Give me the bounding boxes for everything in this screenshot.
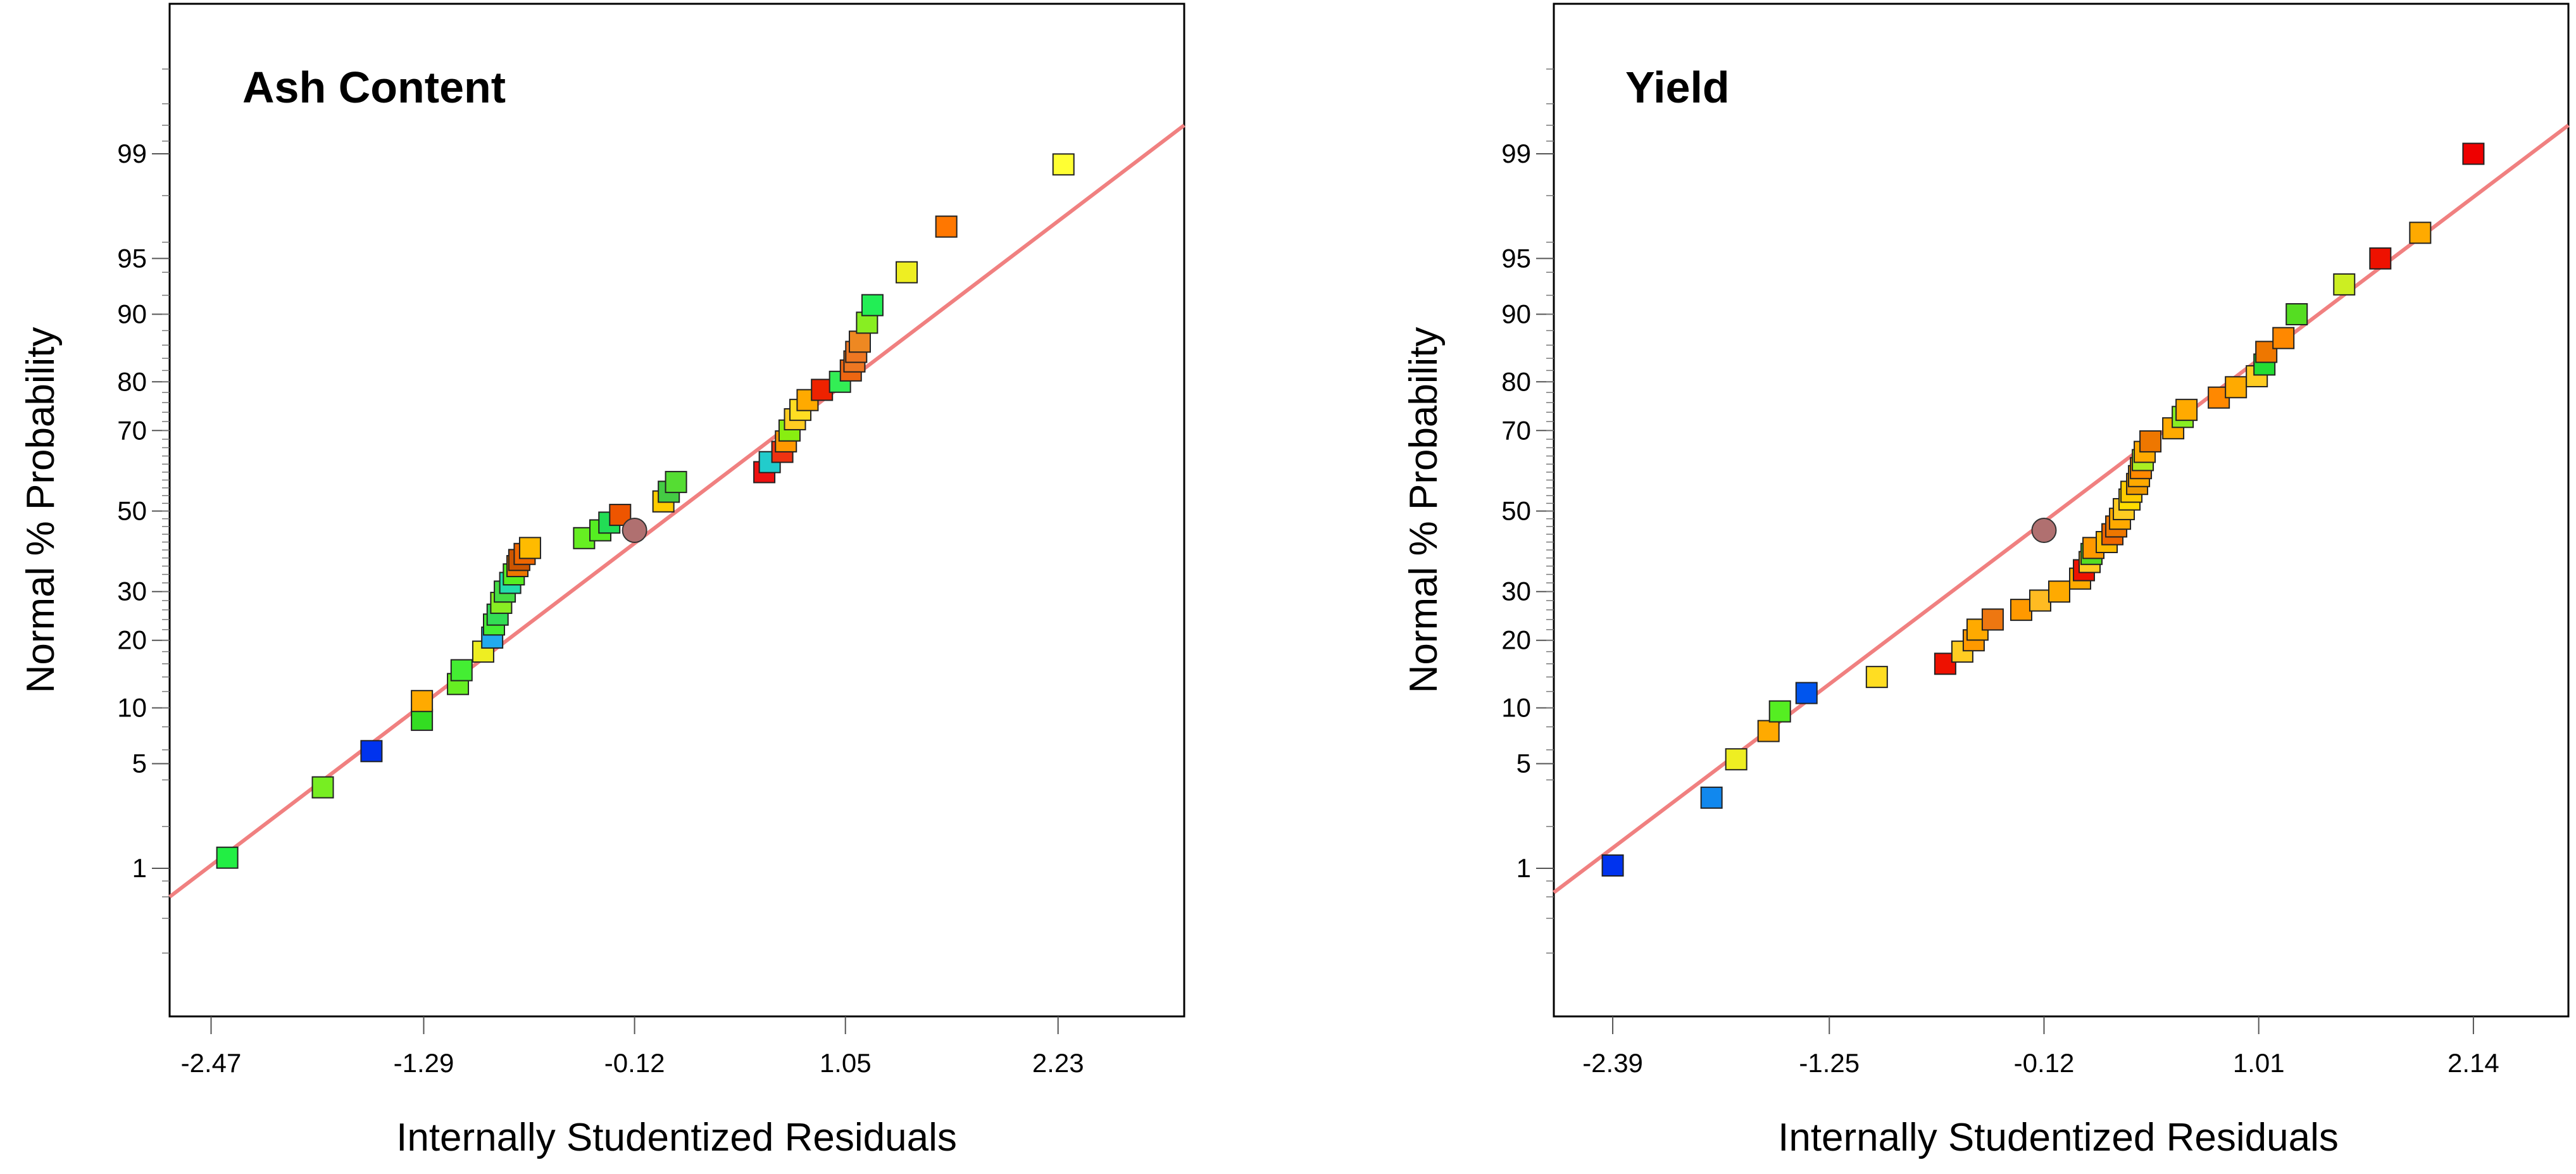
data-point	[1865, 666, 1888, 689]
y-tick-label: 20	[117, 625, 147, 655]
data-point	[411, 690, 434, 713]
data-point	[2272, 327, 2295, 349]
x-tick-label: 1.01	[2233, 1048, 2285, 1078]
x-axis-ticks	[210, 1016, 1059, 1034]
data-point	[1795, 682, 1818, 704]
data-point	[2029, 589, 2051, 612]
data-point	[216, 846, 239, 869]
y-axis-label: Normal % Probability	[1402, 327, 1446, 694]
ash-content-chart: 1 5 10 20 30 50 70 80 90 95 99 -2.47 -1.29 -0.12 1.05…	[19, 3, 1185, 1159]
y-tick-label: 90	[1501, 299, 1531, 329]
y-tick-label: 5	[1516, 749, 1531, 778]
y-tick-label: 10	[1501, 692, 1531, 722]
y-axis-ticks	[152, 68, 170, 954]
y-tick-label: 80	[1501, 366, 1531, 396]
data-point	[2285, 303, 2308, 326]
data-point	[1757, 720, 1780, 742]
data-point	[935, 215, 958, 238]
y-tick-labels: 1 5 10 20 30 50 70 80 90 95 99	[1501, 139, 1531, 883]
data-point	[2048, 580, 2070, 603]
y-tick-label: 80	[117, 366, 147, 396]
data-point	[2369, 247, 2392, 270]
data-point	[1700, 786, 1723, 809]
x-tick-labels: -2.39 -1.25 -0.12 1.01 2.14	[1582, 1048, 2499, 1078]
chart-title: Ash Content	[242, 63, 506, 112]
x-tick-label: -0.12	[604, 1048, 665, 1078]
data-point	[1725, 748, 1748, 771]
reference-point-group	[2031, 517, 2057, 543]
data-point	[1601, 854, 1624, 877]
y-tick-label: 10	[117, 692, 147, 722]
fit-line	[168, 123, 1185, 899]
x-tick-label: 2.23	[1032, 1048, 1084, 1078]
x-tick-label: 1.05	[820, 1048, 872, 1078]
x-tick-label: -2.39	[1582, 1048, 1643, 1078]
y-tick-label: 50	[117, 496, 147, 526]
data-point	[2409, 222, 2432, 244]
data-point	[2462, 142, 2485, 165]
y-tick-label: 95	[1501, 243, 1531, 273]
y-tick-label: 90	[117, 299, 147, 329]
data-point	[2333, 273, 2356, 296]
y-tick-label: 70	[1501, 415, 1531, 445]
data-point	[518, 537, 541, 559]
fit-line-group	[168, 123, 1185, 899]
data-points	[1601, 142, 2485, 877]
chart-title: Yield	[1625, 63, 1730, 112]
data-point	[1052, 153, 1075, 176]
x-tick-label: -2.47	[181, 1048, 242, 1078]
x-tick-label: 2.14	[2448, 1048, 2499, 1078]
data-point	[360, 740, 383, 763]
x-axis-label: Internally Studentized Residuals	[396, 1116, 957, 1159]
reference-point	[622, 517, 647, 543]
y-tick-labels: 1 5 10 20 30 50 70 80 90 95 99	[117, 139, 147, 883]
y-tick-label: 30	[117, 577, 147, 606]
data-point	[2139, 430, 2162, 453]
y-tick-label: 99	[117, 139, 147, 168]
data-point	[1768, 700, 1791, 723]
data-point	[2225, 376, 2248, 399]
data-point	[2010, 599, 2032, 621]
y-tick-label: 70	[117, 415, 147, 445]
data-point	[450, 659, 473, 682]
x-tick-label: -1.29	[394, 1048, 454, 1078]
data-point	[861, 294, 884, 316]
fit-line	[1553, 123, 2570, 894]
data-point	[896, 261, 918, 284]
data-point	[1981, 608, 2004, 631]
reference-point-group	[622, 517, 647, 543]
data-point	[848, 330, 871, 353]
y-axis-label: Normal % Probability	[19, 327, 63, 694]
y-tick-label: 50	[1501, 496, 1531, 526]
y-tick-label: 95	[117, 243, 147, 273]
x-tick-label: -1.25	[1799, 1048, 1860, 1078]
y-tick-label: 1	[132, 853, 147, 883]
reference-point	[2031, 517, 2057, 543]
x-axis-label: Internally Studentized Residuals	[1778, 1116, 2339, 1159]
yield-chart: 1 5 10 20 30 50 70 80 90 95 99 -2.39 -1.25 -0.12 1.01…	[1402, 3, 2570, 1159]
y-tick-label: 20	[1501, 625, 1531, 655]
x-tick-labels: -2.47 -1.29 -0.12 1.05 2.23	[181, 1048, 1084, 1078]
y-tick-label: 5	[132, 749, 147, 778]
y-tick-label: 99	[1501, 139, 1531, 168]
data-point	[311, 776, 334, 799]
y-axis-ticks	[1536, 68, 1554, 954]
data-point	[665, 471, 687, 494]
data-point	[2175, 399, 2198, 422]
y-tick-label: 1	[1516, 853, 1531, 883]
x-axis-ticks	[1612, 1016, 2474, 1034]
fit-line-group	[1553, 123, 2570, 894]
x-tick-label: -0.12	[2014, 1048, 2075, 1078]
data-point	[2255, 340, 2278, 363]
data-points	[216, 153, 1075, 869]
data-point	[411, 708, 434, 731]
y-tick-label: 30	[1501, 577, 1531, 606]
